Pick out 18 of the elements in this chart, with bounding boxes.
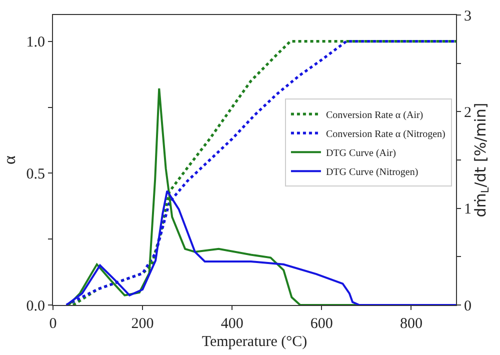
x-tick-label: 200: [131, 316, 154, 332]
legend-label: DTG Curve (Air): [326, 148, 396, 159]
y2-tick-label: 2: [464, 104, 472, 121]
x-tick-label: 800: [400, 316, 422, 332]
legend-label: Conversion Rate α (Air): [326, 110, 424, 121]
x-axis-title: Temperature (°C): [202, 334, 308, 350]
x-tick-label: 0: [49, 316, 57, 332]
legend-label: DTG Curve (Nitrogen): [326, 167, 418, 178]
x-tick-label: 600: [310, 316, 333, 332]
y2-tick-label: 1: [464, 202, 472, 218]
y2-tick-label: 3: [464, 8, 472, 24]
x-tick-label: 400: [220, 316, 244, 332]
y-tick-label: 0.0: [26, 298, 45, 314]
y2-tick-label: 0: [464, 298, 472, 314]
y-axis-title: α: [0, 155, 19, 164]
y-tick-label: 0.5: [26, 166, 45, 182]
legend-label: Conversion Rate α (Nitrogen): [326, 129, 446, 140]
y-tick-label: 1.0: [26, 34, 45, 51]
